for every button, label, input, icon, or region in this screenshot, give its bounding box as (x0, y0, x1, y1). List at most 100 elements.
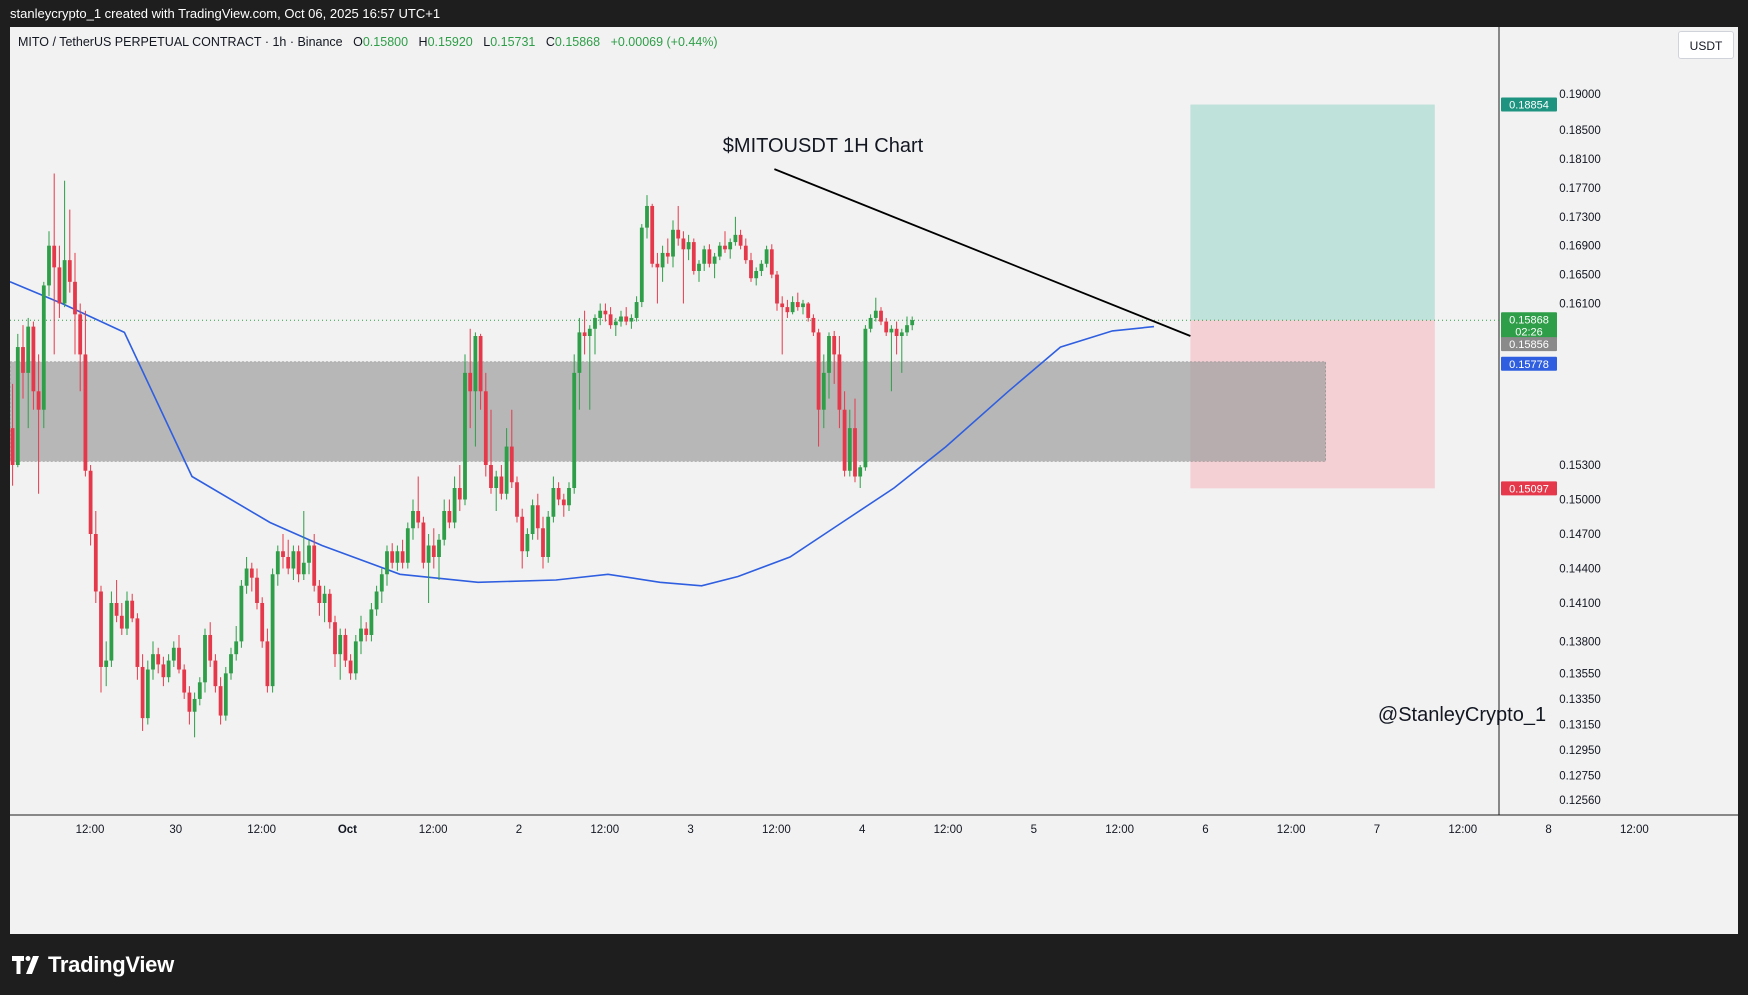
candle[interactable] (390, 551, 395, 563)
candle[interactable] (31, 326, 36, 392)
candle[interactable] (832, 336, 837, 355)
candle[interactable] (837, 354, 842, 410)
candle[interactable] (655, 263, 660, 268)
candle[interactable] (255, 577, 259, 603)
candle[interactable] (645, 205, 649, 228)
candle[interactable] (125, 600, 129, 629)
support-zone[interactable] (10, 361, 1326, 462)
candle[interactable] (759, 263, 764, 271)
candle[interactable] (733, 234, 738, 243)
candle[interactable] (192, 698, 197, 712)
candle[interactable] (551, 488, 556, 517)
candle[interactable] (317, 585, 322, 603)
candle[interactable] (260, 603, 265, 642)
candle[interactable] (296, 551, 301, 575)
candle[interactable] (811, 317, 816, 333)
candle[interactable] (239, 585, 244, 642)
chart-title[interactable]: $MITOUSDT 1H Chart (723, 135, 924, 157)
currency-selector[interactable]: USDT (1678, 31, 1734, 59)
candle[interactable] (78, 314, 83, 355)
symbol-name[interactable]: MITO / TetherUS PERPETUAL CONTRACT · 1h … (18, 35, 343, 49)
candle[interactable] (265, 641, 270, 687)
candle[interactable] (691, 242, 696, 271)
candle[interactable] (83, 354, 88, 471)
candle[interactable] (229, 654, 233, 674)
candle[interactable] (343, 634, 348, 661)
candle[interactable] (587, 328, 592, 336)
candle[interactable] (99, 591, 103, 667)
candle[interactable] (478, 336, 483, 392)
candle[interactable] (473, 336, 478, 392)
candle[interactable] (286, 557, 291, 569)
candle[interactable] (73, 281, 77, 315)
candle[interactable] (463, 372, 467, 500)
candle[interactable] (593, 317, 597, 329)
candle[interactable] (546, 516, 551, 557)
candle[interactable] (681, 238, 686, 250)
candle[interactable] (21, 347, 25, 373)
candle[interactable] (379, 574, 384, 592)
candle[interactable] (775, 274, 779, 304)
candle[interactable] (806, 303, 811, 318)
candle[interactable] (624, 316, 629, 322)
moving-average-line[interactable] (10, 281, 1155, 587)
candle[interactable] (660, 252, 665, 268)
candle[interactable] (411, 511, 415, 529)
candle[interactable] (894, 328, 899, 336)
candle[interactable] (249, 568, 254, 578)
candle[interactable] (801, 303, 805, 308)
candle[interactable] (161, 664, 166, 678)
candle[interactable] (15, 347, 20, 465)
candle[interactable] (707, 249, 712, 264)
candle[interactable] (556, 488, 561, 500)
candle[interactable] (509, 446, 514, 483)
candle[interactable] (863, 328, 868, 468)
candle[interactable] (712, 256, 717, 264)
candle[interactable] (567, 488, 571, 506)
candle[interactable] (769, 249, 774, 275)
candle[interactable] (41, 285, 46, 410)
candle[interactable] (530, 505, 535, 534)
candle[interactable] (353, 641, 358, 674)
candle[interactable] (109, 603, 114, 661)
price-axis-background[interactable] (1499, 27, 1738, 934)
candle[interactable] (728, 242, 733, 250)
candle[interactable] (119, 615, 124, 629)
candle[interactable] (577, 332, 582, 373)
candle[interactable] (26, 326, 31, 373)
candle[interactable] (452, 488, 457, 523)
candle[interactable] (910, 320, 915, 326)
candle[interactable] (327, 593, 332, 623)
candle[interactable] (57, 267, 62, 304)
candle[interactable] (520, 516, 525, 552)
candle[interactable] (499, 476, 504, 494)
candle[interactable] (421, 522, 426, 563)
candle[interactable] (171, 647, 176, 661)
candle[interactable] (307, 545, 311, 563)
candle[interactable] (749, 260, 753, 279)
candle[interactable] (795, 302, 800, 308)
candle[interactable] (842, 409, 847, 471)
candle[interactable] (598, 310, 603, 318)
candle[interactable] (426, 545, 431, 563)
candle[interactable] (613, 321, 618, 326)
candle[interactable] (868, 317, 873, 329)
candle[interactable] (603, 310, 608, 315)
candle[interactable] (483, 391, 488, 465)
candle[interactable] (738, 234, 743, 246)
candle[interactable] (629, 317, 634, 322)
candle[interactable] (187, 692, 192, 712)
candle[interactable] (52, 245, 57, 268)
candle[interactable] (447, 511, 452, 523)
candle[interactable] (218, 686, 223, 716)
candle[interactable] (541, 528, 545, 557)
candle[interactable] (827, 336, 831, 373)
candle[interactable] (213, 660, 218, 687)
candle[interactable] (697, 263, 701, 271)
price-chart[interactable]: $MITOUSDT 1H Chart @StanleyCrypto_1 0.1900… (10, 27, 1738, 934)
candle[interactable] (437, 539, 441, 557)
candle[interactable] (525, 534, 530, 552)
candle[interactable] (135, 618, 140, 667)
candle[interactable] (504, 446, 509, 494)
candle[interactable] (535, 505, 540, 529)
